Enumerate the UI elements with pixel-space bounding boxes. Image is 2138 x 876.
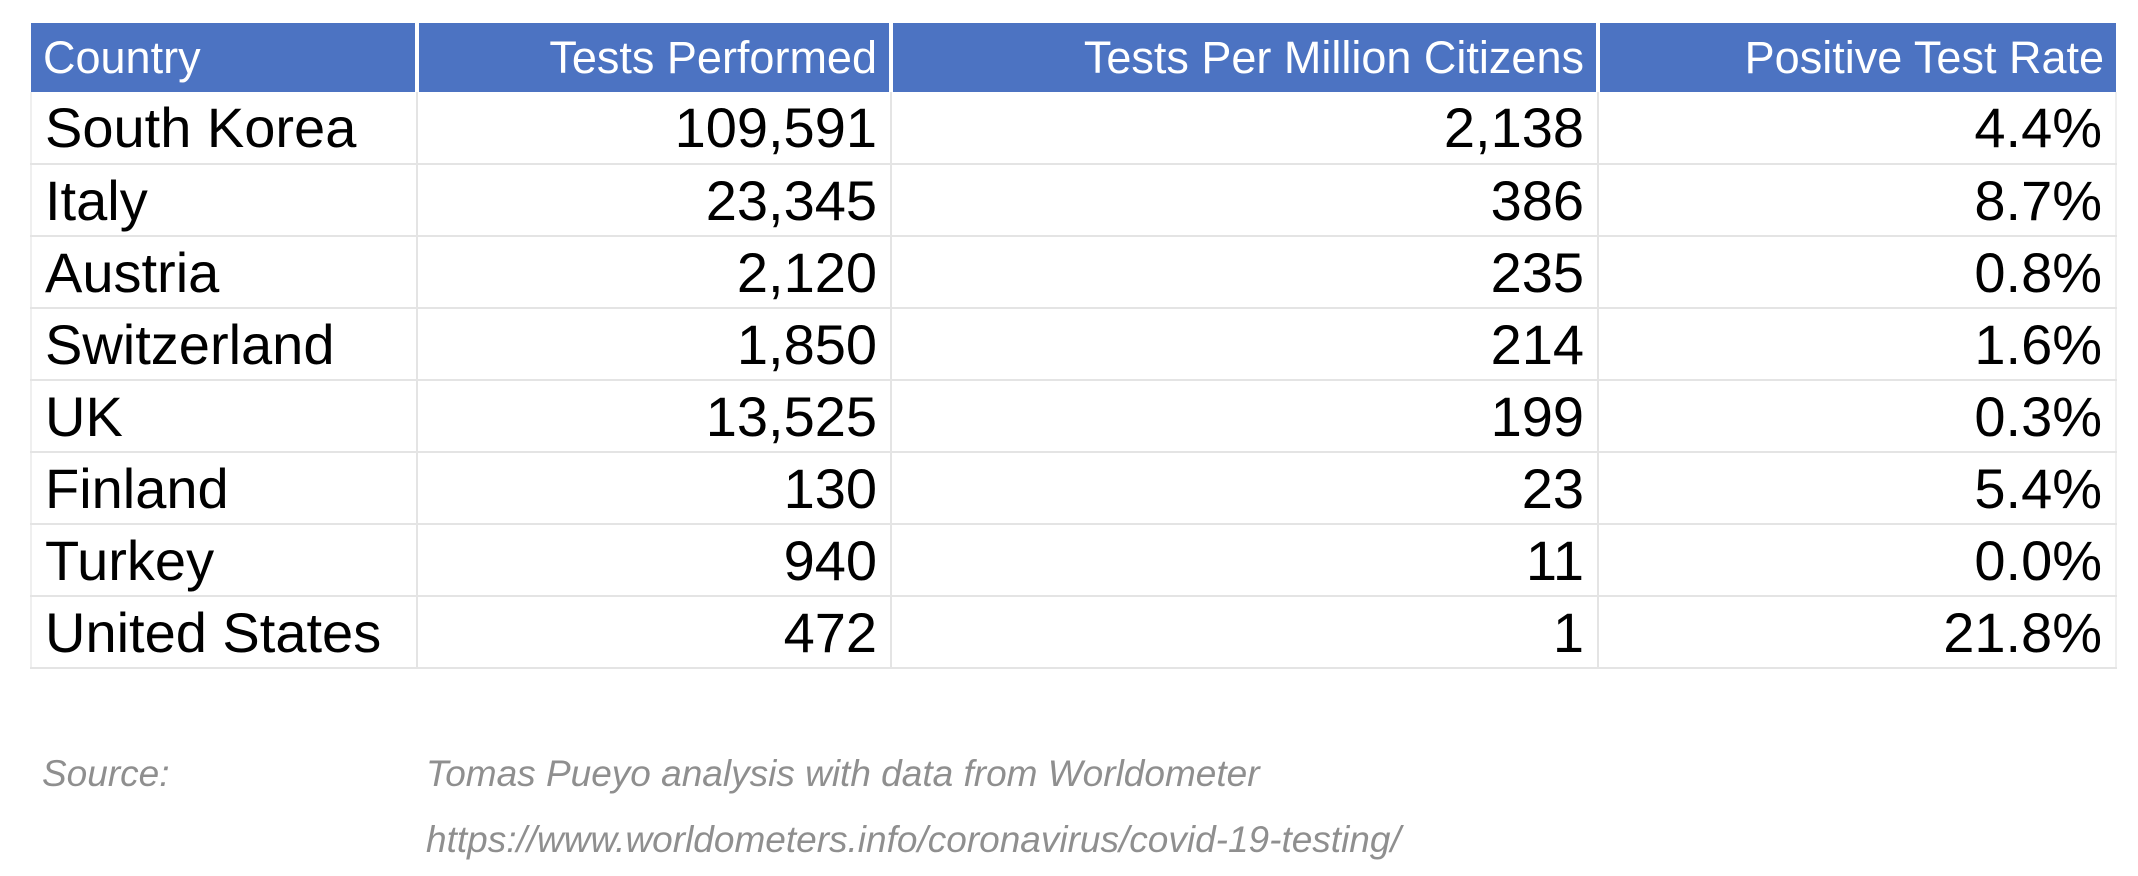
cell-tests-per-million: 1 [890,595,1599,669]
header-row: Country Tests Performed Tests Per Millio… [31,23,2116,92]
cell-country: United States [30,595,418,669]
cell-tests-performed: 109,591 [416,92,892,165]
header-cell-country: Country [31,23,419,92]
cell-tests-performed: 2,120 [416,235,892,309]
cell-positive-rate: 0.0% [1597,523,2117,597]
cell-country: South Korea [30,92,418,165]
source-text-block: Tomas Pueyo analysis with data from Worl… [426,741,1401,873]
cell-tests-performed: 23,345 [416,163,892,237]
cell-positive-rate: 1.6% [1597,307,2117,381]
table-row: Italy 23,345 386 8.7% [30,163,2117,237]
cell-country: Italy [30,163,418,237]
cell-tests-performed: 940 [416,523,892,597]
table-row: UK 13,525 199 0.3% [30,379,2117,453]
source-attribution: Tomas Pueyo analysis with data from Worl… [426,753,1260,794]
cell-positive-rate: 8.7% [1597,163,2117,237]
cell-country: Turkey [30,523,418,597]
header-cell-positive-rate: Positive Test Rate [1598,23,2116,92]
table-row: United States 472 1 21.8% [30,595,2117,669]
cell-positive-rate: 4.4% [1597,92,2117,165]
cell-tests-per-million: 214 [890,307,1599,381]
cell-country: UK [30,379,418,453]
source-url: https://www.worldometers.info/coronaviru… [426,819,1401,860]
table-row: Austria 2,120 235 0.8% [30,235,2117,309]
cell-tests-per-million: 235 [890,235,1599,309]
cell-positive-rate: 0.8% [1597,235,2117,309]
header-cell-tests-per-million: Tests Per Million Citizens [891,23,1600,92]
table-row: Turkey 940 11 0.0% [30,523,2117,597]
cell-tests-performed: 1,850 [416,307,892,381]
cell-tests-performed: 13,525 [416,379,892,453]
cell-positive-rate: 21.8% [1597,595,2117,669]
cell-positive-rate: 0.3% [1597,379,2117,453]
cell-tests-per-million: 23 [890,451,1599,525]
cell-tests-per-million: 386 [890,163,1599,237]
cell-tests-performed: 130 [416,451,892,525]
source-footer: Source: Tomas Pueyo analysis with data f… [42,741,1401,873]
source-label: Source: [42,753,170,794]
cell-tests-performed: 472 [416,595,892,669]
cell-positive-rate: 5.4% [1597,451,2117,525]
cell-country: Switzerland [30,307,418,381]
testing-data-table: Country Tests Performed Tests Per Millio… [30,23,2117,669]
header-cell-tests-performed: Tests Performed [417,23,893,92]
cell-country: Austria [30,235,418,309]
table-row: Switzerland 1,850 214 1.6% [30,307,2117,381]
cell-country: Finland [30,451,418,525]
table-row: South Korea 109,591 2,138 4.4% [30,92,2117,165]
cell-tests-per-million: 199 [890,379,1599,453]
cell-tests-per-million: 2,138 [890,92,1599,165]
cell-tests-per-million: 11 [890,523,1599,597]
table-row: Finland 130 23 5.4% [30,451,2117,525]
